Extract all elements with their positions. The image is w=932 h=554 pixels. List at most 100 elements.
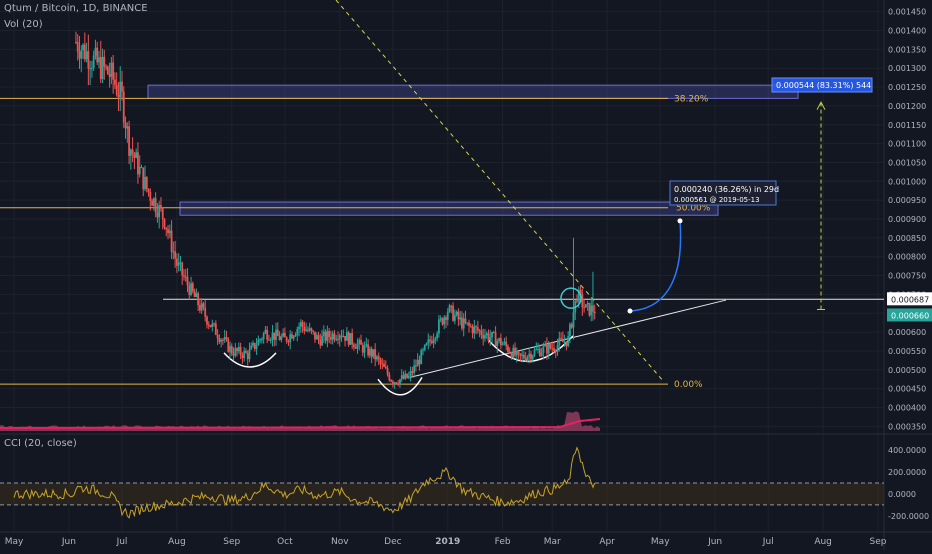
candle-body <box>193 291 196 297</box>
projection-end-dot <box>677 218 683 224</box>
candle-body <box>76 42 79 52</box>
candle-body <box>275 329 277 340</box>
volume-bars <box>0 411 600 431</box>
candle-body <box>409 371 412 376</box>
candle-body <box>253 343 256 349</box>
price-tick-label: 0.000400 <box>888 403 926 412</box>
cci-legend: CCI (20, close) <box>4 438 77 449</box>
candle-body <box>138 167 141 175</box>
candle-body <box>395 382 398 384</box>
candle-body <box>110 62 113 77</box>
candle-body <box>503 341 506 344</box>
candle-body <box>271 332 274 340</box>
candle-body <box>535 349 538 351</box>
time-tick-label: Nov <box>331 537 349 547</box>
cci-tick-label: 0.0000 <box>888 490 916 499</box>
price-tick-label: 0.000800 <box>888 253 926 262</box>
candle-body <box>376 356 378 360</box>
candle-body <box>407 375 410 378</box>
candle-body <box>531 355 534 360</box>
candle-body <box>492 332 495 334</box>
candle-body <box>370 348 373 357</box>
candle-body <box>296 329 299 335</box>
candle-body <box>122 91 125 123</box>
candle-body <box>482 334 485 339</box>
candle-body <box>209 325 212 327</box>
time-tick-label: Jun <box>707 537 722 547</box>
candle-body <box>588 302 591 316</box>
candle-body <box>498 338 501 341</box>
candle-body <box>191 283 194 292</box>
candle-body <box>554 350 557 352</box>
candle-body <box>214 323 217 335</box>
candle-body <box>577 289 580 302</box>
price-tick-label: 0.001000 <box>888 177 926 186</box>
candle-body <box>453 315 456 321</box>
price-tick-label: 0.001300 <box>888 64 926 73</box>
candle-body <box>436 333 439 339</box>
fib-50-label: 50.00% <box>676 204 711 214</box>
price-tick-label: 0.001350 <box>888 45 926 54</box>
price-tick-label: 0.000350 <box>888 422 926 431</box>
candle-body <box>80 50 83 59</box>
candle-body <box>368 348 371 356</box>
candle-body <box>135 152 138 158</box>
candle-body <box>521 354 524 356</box>
candle-body <box>101 56 104 80</box>
candle-body <box>462 318 465 329</box>
marked-price-label: 0.000687 <box>891 295 929 304</box>
candle-body <box>507 346 509 352</box>
candle-body <box>485 333 488 336</box>
candle-body <box>377 356 380 360</box>
candle-body <box>137 152 139 175</box>
candle-body <box>510 353 513 358</box>
candle-body <box>464 318 467 323</box>
candle-body <box>255 345 258 349</box>
candle-body <box>337 338 339 340</box>
candle-body <box>115 84 118 95</box>
candle-body <box>515 350 518 356</box>
price-tick-label: 0.001050 <box>888 158 926 167</box>
candle-body <box>388 374 391 381</box>
candle-body <box>131 149 134 154</box>
cci-tick-label: 200.0000 <box>888 468 926 477</box>
time-tick-label: Sep <box>223 537 240 547</box>
candle-body <box>540 352 543 357</box>
candle-body <box>305 329 308 331</box>
candle-body <box>243 350 246 359</box>
candle-body <box>144 176 146 190</box>
candle-body <box>128 126 130 156</box>
candle-body <box>338 335 341 340</box>
candle-body <box>372 349 375 357</box>
candle-body <box>204 307 207 317</box>
candle-body <box>105 66 107 68</box>
candle-body <box>328 331 331 338</box>
candle-body <box>319 339 322 346</box>
candle-body <box>163 218 166 228</box>
candle-body <box>142 167 145 190</box>
candle-body <box>356 343 359 349</box>
candle-body <box>303 326 306 331</box>
price-tick-label: 0.000900 <box>888 215 926 224</box>
candle-body <box>402 375 405 379</box>
candle-body <box>248 349 251 360</box>
candle-body <box>184 276 187 278</box>
candle-body <box>199 305 201 311</box>
candle-body <box>542 346 545 353</box>
candle-body <box>432 339 435 344</box>
candle-body <box>517 350 520 354</box>
candle-body <box>216 334 219 339</box>
candle-body <box>457 311 460 320</box>
candle-body <box>404 373 407 379</box>
candle-body <box>574 300 577 313</box>
candle-body <box>331 333 334 340</box>
time-tick-label: Aug <box>814 537 832 547</box>
time-tick-label: Jul <box>762 537 774 547</box>
candle-body <box>264 329 267 334</box>
projection-curve <box>629 220 682 312</box>
candle-body <box>168 230 171 234</box>
candle-body <box>289 334 292 343</box>
fib-38-label: 38.20% <box>674 94 709 104</box>
candle-body <box>82 44 84 51</box>
